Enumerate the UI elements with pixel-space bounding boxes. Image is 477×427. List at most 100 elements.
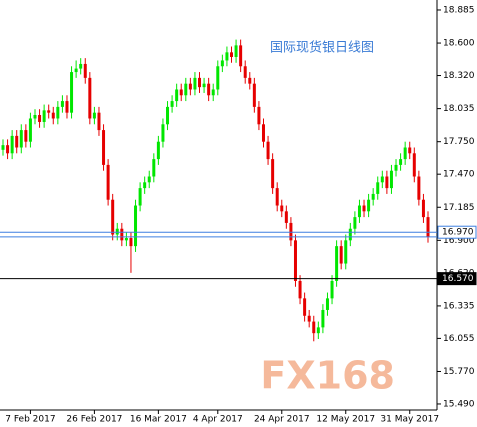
candle-body [97,112,101,131]
x-tick-label: 12 May 2017 [316,415,375,425]
candle-body [38,115,42,122]
candle-body [161,124,165,142]
level-label: 16.970 [442,228,474,238]
candle-body [394,164,398,171]
candle-body [367,199,371,212]
x-tick-label: 24 Apr 2017 [254,415,310,425]
candle-body [261,124,265,142]
candle-body [312,321,316,334]
candle-body [170,101,174,107]
candle-body [243,66,247,78]
candle-body [1,145,5,150]
candle-body [175,89,179,102]
candle-body [385,176,389,189]
candle-body [60,101,64,107]
candle-body [339,246,343,264]
x-tick-label: 16 Mar 2017 [130,415,187,425]
candle-body [188,83,192,90]
candle-body [207,83,211,96]
candle-body [371,193,375,200]
candle-body [42,110,46,122]
y-tick-label: 17.185 [443,203,475,213]
candle-body [83,63,87,78]
candle-body [239,45,243,67]
y-tick-label: 18.035 [443,104,475,114]
candle-body [348,228,352,241]
candle-body [353,217,357,229]
candle-body [129,238,133,247]
candle-body [152,159,156,177]
candle-body [124,238,128,241]
chart-title: 国际现货银日线图 [270,40,374,56]
y-tick-label: 17.750 [443,137,475,147]
candle-body [120,228,124,241]
level-label-box [437,225,477,239]
y-tick-label: 18.600 [443,39,475,49]
candle-body [166,106,170,125]
watermark: FX168 [260,354,395,398]
y-tick-label: 18.320 [443,71,475,81]
candle-body [211,89,215,96]
candle-body [376,182,380,194]
candle-body [216,66,220,90]
candle-body [202,83,206,88]
candle-body [10,135,14,154]
candle-body [19,130,23,148]
candle-body [266,141,270,160]
x-tick-label: 7 Feb 2017 [5,415,55,425]
x-tick-label: 4 Apr 2017 [193,415,243,425]
y-tick-label: 15.770 [443,367,475,377]
candle-body [115,228,119,235]
candle-body [362,205,366,212]
level-label-box [437,272,477,286]
x-tick-label: 31 May 2017 [380,415,439,425]
candle-body [344,240,348,264]
candle-body [92,112,96,119]
candle-body [15,135,19,148]
candle-body [234,45,238,57]
candle-body [220,60,224,67]
candle-body [106,164,110,200]
candle-body [417,176,421,200]
candle-body [102,130,106,165]
candle-body [335,246,339,281]
candle-body [403,147,407,160]
candle-body [321,309,325,328]
candle-body [252,83,256,107]
candle-body [179,89,183,96]
candle-body [88,77,92,119]
candle-body [298,280,302,299]
candle-body [380,176,384,183]
candle-body [307,315,311,322]
candle-body [28,118,32,142]
candle-body [156,141,160,160]
candle-body [271,159,275,189]
candle-body [79,63,83,69]
candle-body [248,77,252,84]
candle-body [198,77,202,88]
candle-body [330,280,334,299]
candle-body [408,147,412,154]
candle-body [325,298,329,310]
candle-body [316,327,320,334]
candle-body [56,106,60,119]
candle-body [147,176,151,183]
y-tick-label: 18.885 [443,5,475,15]
candle-body [51,112,55,119]
candle-body [389,170,393,189]
candle-body [193,77,197,90]
y-tick-label: 16.055 [443,334,475,344]
candle-body [134,205,138,247]
candle-body [284,211,288,223]
candle-body [412,153,416,177]
y-tick-label: 16.335 [443,301,475,311]
candle-body [74,68,78,73]
candle-body [24,130,28,142]
candle-body [6,145,10,154]
candle-body [138,188,142,206]
candle-body [184,83,188,96]
candle-body [293,240,297,281]
candle-body [257,106,261,125]
